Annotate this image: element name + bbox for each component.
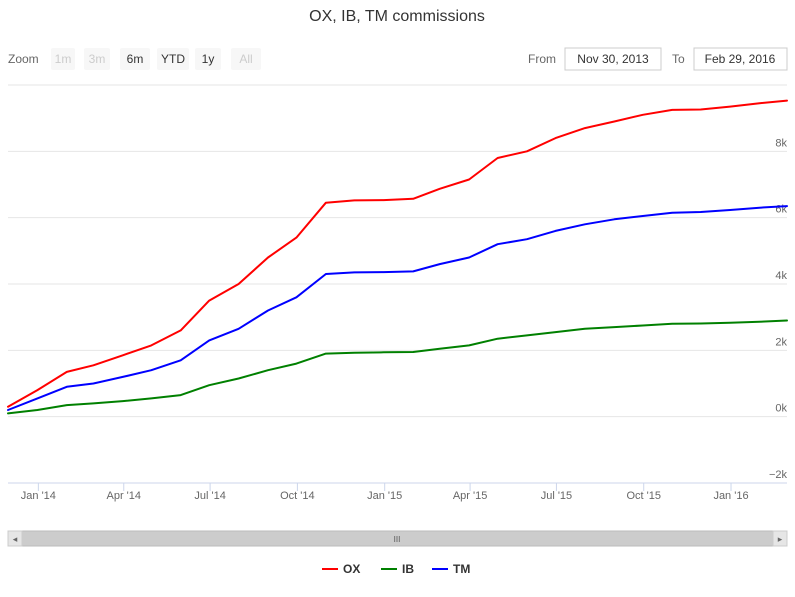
zoom-button-label: 6m bbox=[127, 52, 144, 66]
to-date-value: Feb 29, 2016 bbox=[705, 52, 776, 66]
series-lines bbox=[7, 99, 788, 415]
legend-item-tm[interactable]: TM bbox=[432, 562, 470, 576]
y-tick-label: 8k bbox=[775, 137, 787, 149]
x-tick-label: Jan '15 bbox=[367, 490, 402, 502]
scrollbar-right-button[interactable] bbox=[772, 530, 788, 547]
from-date-input[interactable] bbox=[564, 47, 662, 71]
legend-label: TM bbox=[453, 562, 470, 576]
legend-label: IB bbox=[402, 562, 414, 576]
x-tick-label: Jan '16 bbox=[713, 490, 748, 502]
zoom-button-1y[interactable]: 1y bbox=[195, 48, 221, 70]
from-date-value: Nov 30, 2013 bbox=[577, 52, 649, 66]
navigator-scrollbar[interactable]: ◂ ▸ III bbox=[7, 530, 788, 547]
legend: OX IB TM bbox=[322, 562, 470, 576]
legend-item-ib[interactable]: IB bbox=[381, 562, 414, 576]
x-tick-label: Oct '15 bbox=[626, 490, 661, 502]
x-axis-ticks: Jan '14 Apr '14 Jul '14 Oct '14 Jan '15 Apr '… bbox=[21, 483, 749, 502]
series-line-ox[interactable] bbox=[7, 99, 788, 408]
x-tick-label: Jan '14 bbox=[21, 490, 56, 502]
to-date-input[interactable] bbox=[693, 47, 788, 71]
chevron-right-icon: ▸ bbox=[778, 534, 783, 544]
to-label: To bbox=[672, 52, 685, 66]
zoom-button-3m[interactable]: 3m bbox=[84, 48, 110, 70]
series-line-tm[interactable] bbox=[7, 205, 788, 411]
zoom-button-all[interactable]: All bbox=[231, 48, 261, 70]
chevron-left-icon: ◂ bbox=[13, 534, 18, 544]
chart-title: OX, IB, TM commissions bbox=[309, 8, 485, 25]
scrollbar-grip-icon: III bbox=[394, 535, 401, 544]
x-tick-label: Jul '15 bbox=[541, 490, 572, 502]
y-tick-label: 0k bbox=[775, 403, 787, 415]
zoom-button-label: 1m bbox=[55, 52, 72, 66]
legend-label: OX bbox=[343, 562, 360, 576]
zoom-button-label: YTD bbox=[161, 52, 185, 66]
zoom-button-label: All bbox=[239, 52, 252, 66]
legend-item-ox[interactable]: OX bbox=[322, 562, 360, 576]
zoom-label: Zoom bbox=[8, 52, 39, 66]
zoom-button-ytd[interactable]: YTD bbox=[157, 48, 189, 70]
y-tick-label: −2k bbox=[769, 469, 788, 481]
x-tick-label: Apr '14 bbox=[107, 490, 142, 502]
x-tick-label: Jul '14 bbox=[194, 490, 225, 502]
scrollbar-left-button[interactable] bbox=[7, 530, 23, 547]
from-label: From bbox=[528, 52, 556, 66]
x-tick-label: Apr '15 bbox=[453, 490, 488, 502]
zoom-button-1m[interactable]: 1m bbox=[51, 48, 75, 70]
grid-lines bbox=[8, 84, 787, 484]
zoom-button-label: 3m bbox=[89, 52, 106, 66]
x-tick-label: Oct '14 bbox=[280, 490, 315, 502]
y-tick-label: 4k bbox=[775, 270, 787, 282]
series-line-ib[interactable] bbox=[7, 319, 788, 415]
range-selector: Zoom 1m 3m 6m YTD 1y All From Nov 30, 2013 To… bbox=[8, 47, 788, 71]
y-tick-label: 2k bbox=[775, 336, 787, 348]
zoom-button-6m[interactable]: 6m bbox=[120, 48, 150, 70]
zoom-button-label: 1y bbox=[202, 52, 215, 66]
